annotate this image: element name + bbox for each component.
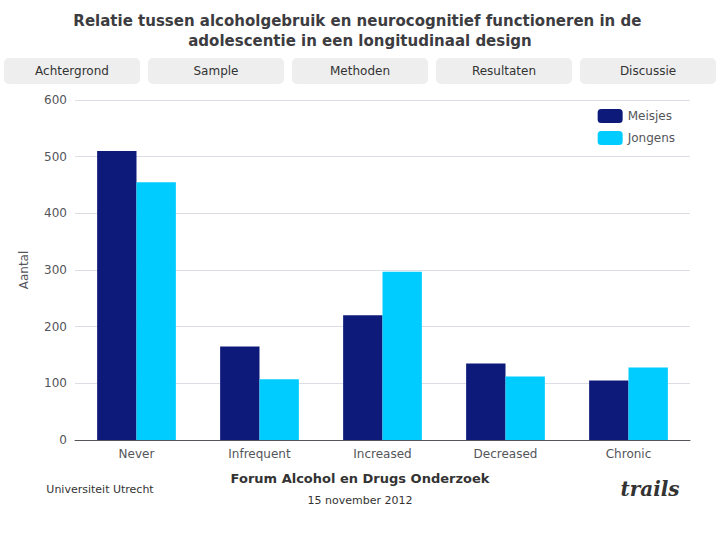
svg-text:Meisjes: Meisjes (628, 109, 672, 123)
svg-text:Decreased: Decreased (474, 447, 538, 461)
svg-text:Resultaten: Resultaten (472, 64, 536, 78)
svg-text:Sample: Sample (194, 64, 239, 78)
svg-text:400: 400 (44, 206, 67, 220)
svg-text:0: 0 (59, 433, 67, 447)
svg-text:Achtergrond: Achtergrond (35, 64, 109, 78)
svg-text:Methoden: Methoden (330, 64, 390, 78)
svg-text:trails: trails (620, 477, 679, 501)
svg-text:Universiteit Utrecht: Universiteit Utrecht (46, 483, 154, 496)
svg-text:Infrequent: Infrequent (228, 447, 291, 461)
svg-text:Never: Never (119, 447, 155, 461)
svg-text:adolescentie in een longitudin: adolescentie in een longitudinaal design (188, 32, 532, 50)
svg-text:Chronic: Chronic (606, 447, 652, 461)
svg-text:Aantal: Aantal (17, 251, 31, 290)
svg-text:500: 500 (44, 150, 67, 164)
svg-text:200: 200 (44, 320, 67, 334)
svg-text:Increased: Increased (353, 447, 411, 461)
svg-text:300: 300 (44, 263, 67, 277)
svg-text:600: 600 (44, 93, 67, 107)
svg-text:Forum Alcohol en Drugs Onderzo: Forum Alcohol en Drugs Onderzoek (231, 471, 490, 486)
svg-text:100: 100 (44, 376, 67, 390)
svg-text:Jongens: Jongens (627, 131, 675, 145)
svg-text:Discussie: Discussie (620, 64, 676, 78)
svg-text:Relatie tussen alcoholgebruik: Relatie tussen alcoholgebruik en neuroco… (73, 12, 646, 30)
svg-text:15 november 2012: 15 november 2012 (308, 494, 413, 507)
